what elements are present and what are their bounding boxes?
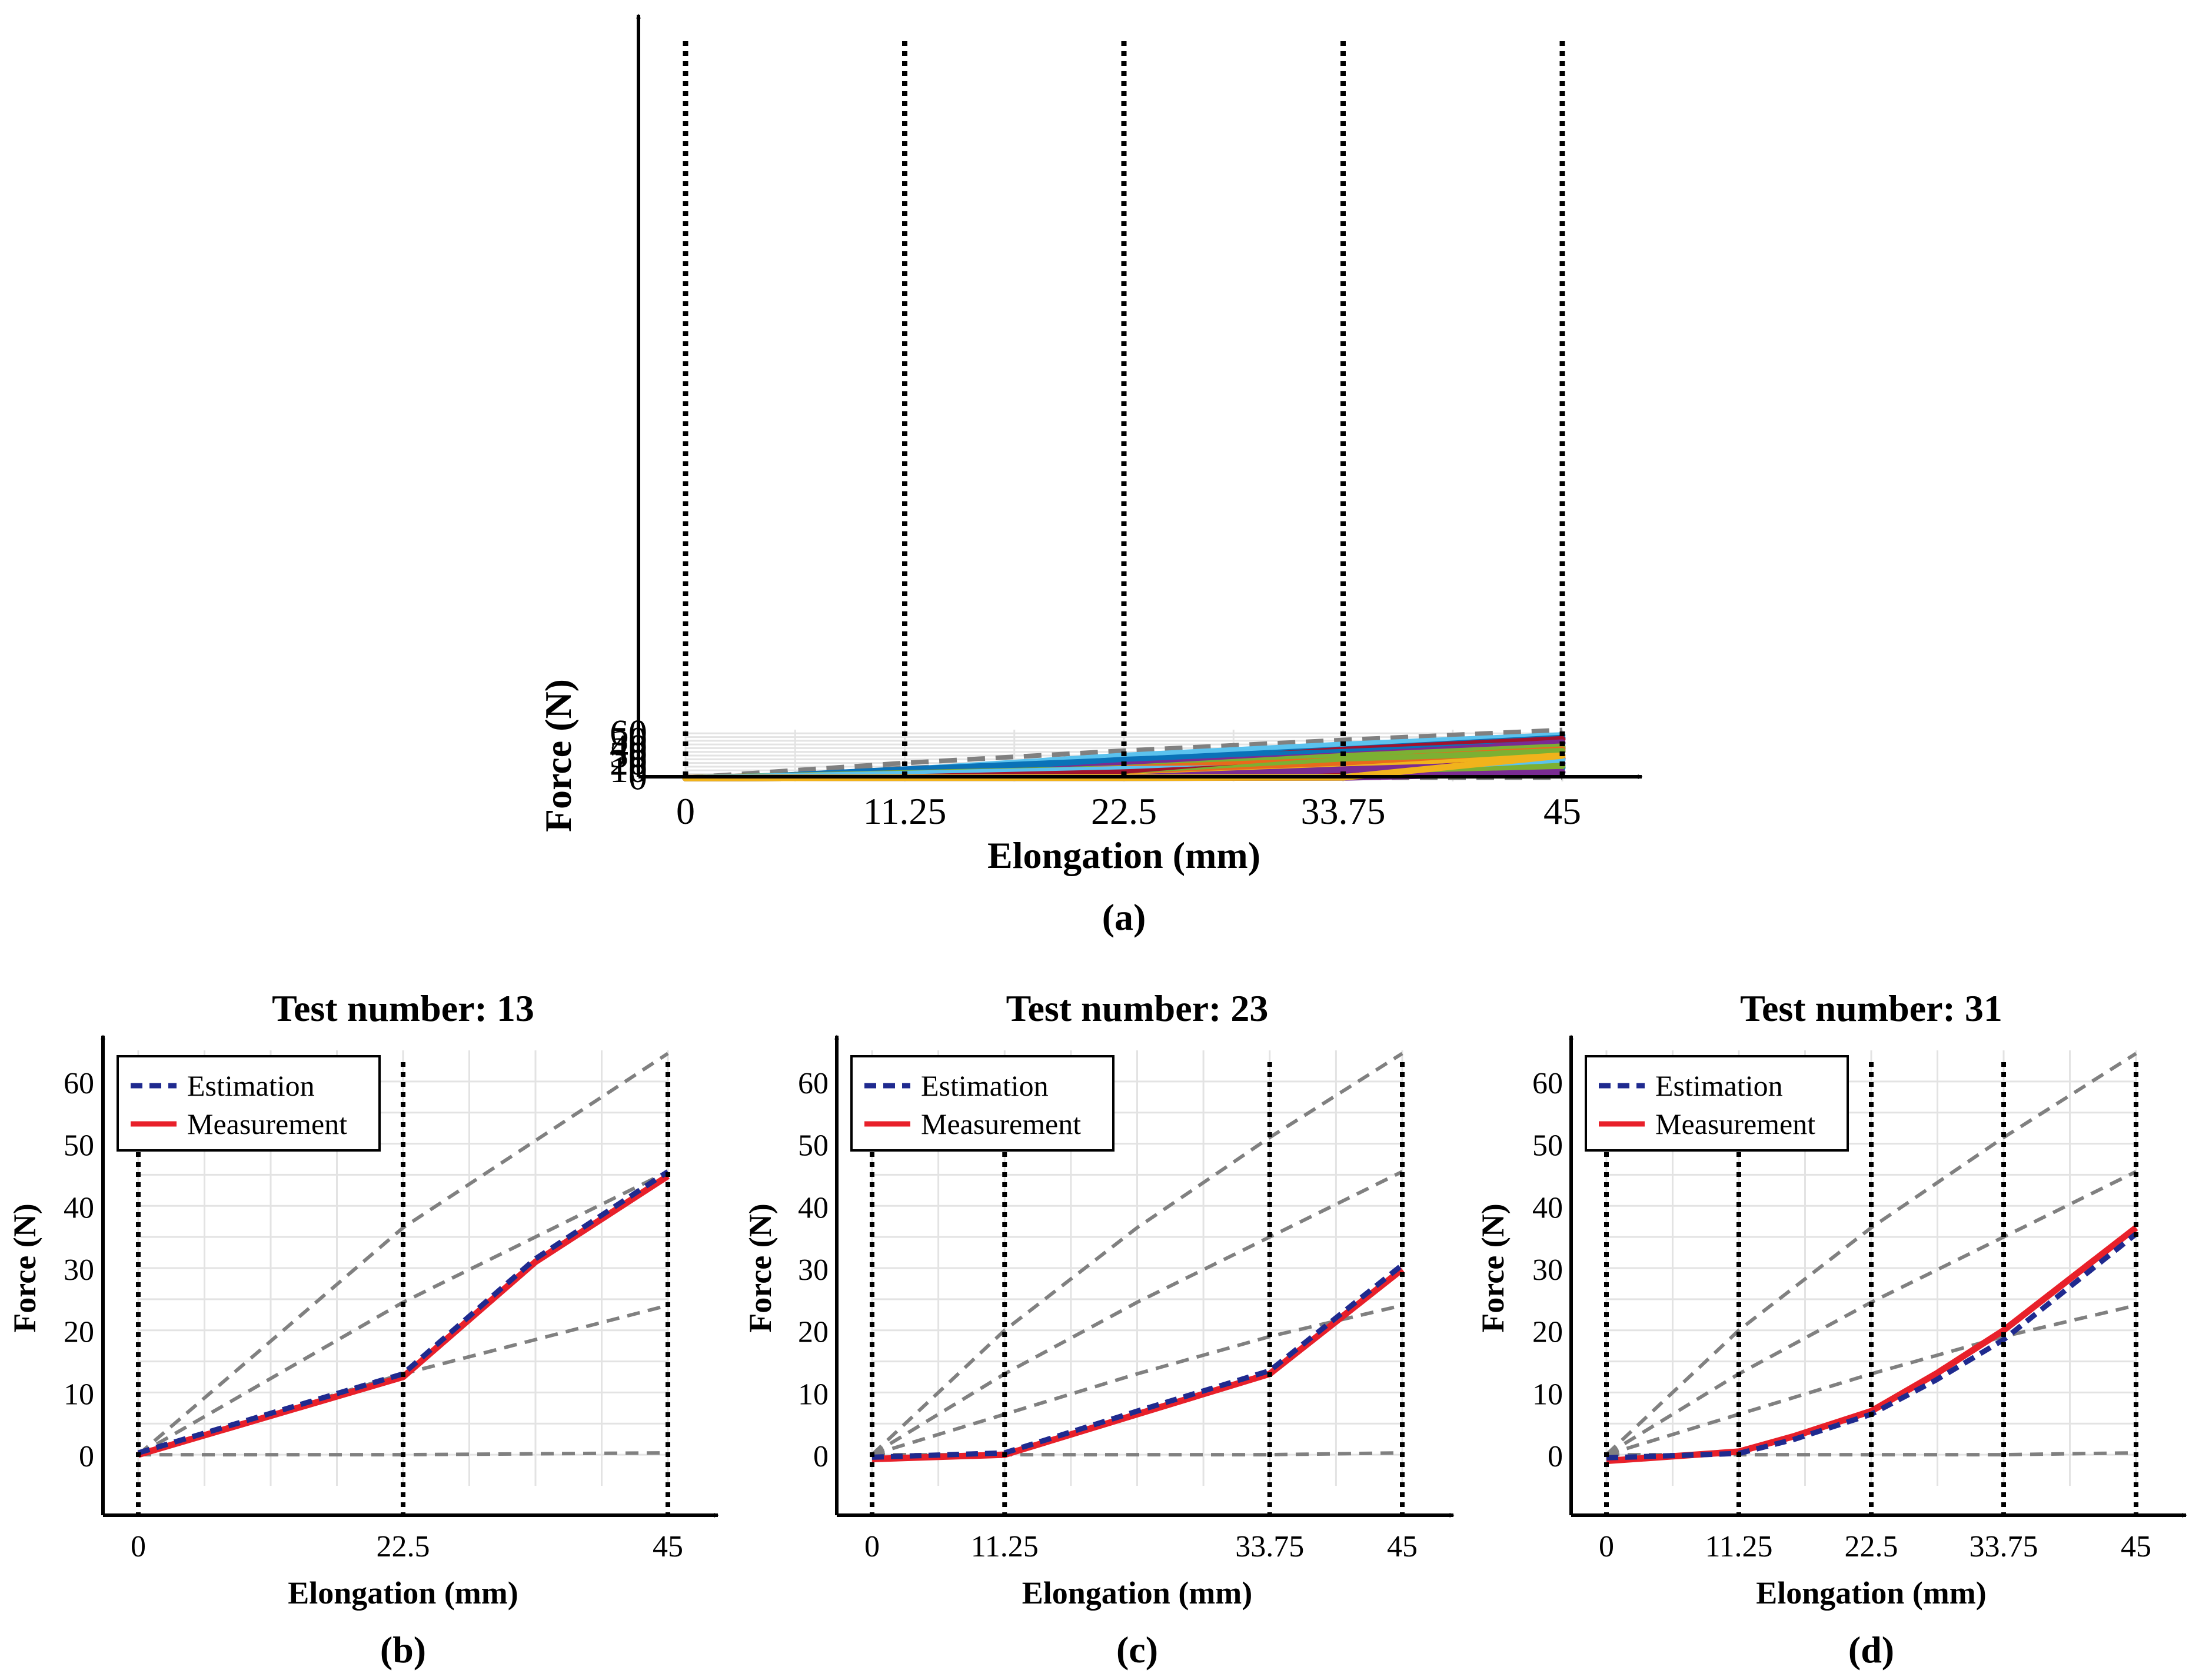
panel-caption: (b)	[380, 1629, 426, 1671]
y-tick-label: 40	[64, 1191, 94, 1225]
x-tick-label: 33.75	[1301, 790, 1386, 832]
legend-measurement-label: Measurement	[921, 1107, 1081, 1140]
y-tick-label: 50	[610, 719, 647, 761]
x-tick-label: 22.5	[377, 1530, 430, 1563]
x-tick-label: 0	[676, 790, 695, 832]
x-tick-label: 33.75	[1970, 1530, 2038, 1563]
x-tick-label: 45	[653, 1530, 683, 1563]
x-axis-label: Elongation (mm)	[1756, 1575, 1987, 1611]
legend-measurement-label: Measurement	[187, 1107, 347, 1140]
chart-d: 0 10 20 30 40 50 60 0 11.25 22.5 33.75 45 Elongation…	[1475, 987, 2187, 1671]
bound-curve	[871, 1170, 1403, 1456]
y-tick-label: 30	[610, 734, 647, 776]
y-tick-label: 20	[64, 1316, 94, 1349]
y-axis-label: Force (N)	[537, 679, 579, 832]
y-axis-label: Force (N)	[743, 1203, 778, 1332]
legend-box	[117, 1055, 381, 1152]
y-tick-label: 20	[610, 741, 647, 783]
x-tick-label: 0	[131, 1530, 146, 1563]
bound-curve	[137, 1052, 669, 1456]
legend-estimation-label: Estimation	[921, 1069, 1049, 1102]
panel-title: Test number: 31	[1740, 987, 2002, 1029]
panel-caption: (d)	[1848, 1629, 1894, 1671]
x-tick-label: 45	[2121, 1530, 2151, 1563]
y-tick-label: 60	[798, 1067, 829, 1100]
y-tick-label: 0	[813, 1440, 829, 1473]
y-tick-label: 10	[64, 1378, 94, 1411]
chart-b: 0 10 20 30 40 50 60 0 22.5 45 Elongation (mm) Force…	[7, 987, 719, 1671]
bound-curve	[870, 1052, 1403, 1456]
y-tick-label: 40	[798, 1191, 829, 1225]
y-tick-label: 20	[1532, 1316, 1563, 1349]
series-measurement	[871, 1266, 1405, 1462]
y-tick-label: 30	[798, 1253, 829, 1287]
x-tick-label: 22.5	[1091, 790, 1157, 832]
panel-caption: (c)	[1116, 1629, 1158, 1671]
legend-box	[850, 1055, 1115, 1152]
y-tick-label: 40	[610, 726, 647, 768]
x-tick-label: 11.25	[971, 1530, 1039, 1563]
bound-curve	[1605, 1052, 2137, 1456]
legend-estimation-label: Estimation	[187, 1069, 315, 1102]
x-tick-label: 11.25	[1705, 1530, 1772, 1563]
x-tick-label: 22.5	[1845, 1530, 1898, 1563]
legend: Estimation Measurement	[1585, 1055, 1849, 1152]
panel-title: Test number: 23	[1006, 987, 1269, 1029]
y-tick-label: 10	[610, 748, 647, 790]
x-tick-label: 45	[1543, 790, 1581, 832]
x-axis-label: Elongation (mm)	[987, 834, 1260, 876]
y-tick-label: 60	[64, 1067, 94, 1100]
x-tick-label: 0	[1599, 1530, 1614, 1563]
legend-estimation-label: Estimation	[1655, 1069, 1783, 1102]
y-tick-label: 10	[1532, 1378, 1563, 1411]
x-tick-label: 11.25	[863, 790, 947, 832]
legend: Estimation Measurement	[117, 1055, 381, 1152]
bound-curve	[871, 1303, 1403, 1456]
y-tick-label: 10	[798, 1378, 829, 1411]
x-axis-label: Elongation (mm)	[288, 1575, 518, 1611]
legend: Estimation Measurement	[850, 1055, 1115, 1152]
series-estimation	[871, 1263, 1404, 1460]
bound-curve	[685, 727, 1563, 780]
x-axis-label: Elongation (mm)	[1022, 1575, 1253, 1611]
y-tick-label: 60	[610, 711, 647, 753]
y-tick-label: 0	[628, 756, 647, 798]
x-tick-label: 0	[864, 1530, 880, 1563]
y-axis-label: Force (N)	[1475, 1203, 1511, 1332]
panel-title: Test number: 13	[272, 987, 534, 1029]
y-tick-label: 0	[1548, 1440, 1563, 1473]
legend-box	[1585, 1055, 1849, 1152]
series-estimation	[137, 1169, 670, 1456]
y-tick-label: 50	[798, 1129, 829, 1163]
x-tick-label: 33.75	[1235, 1530, 1304, 1563]
y-tick-label: 0	[79, 1440, 94, 1473]
y-tick-label: 20	[798, 1316, 829, 1349]
panel-caption: (a)	[1102, 896, 1146, 938]
x-tick-label: 45	[1387, 1530, 1418, 1563]
y-tick-label: 40	[1532, 1191, 1563, 1225]
chart-c: 0 10 20 30 40 50 60 0 11.25 33.75 45 Elongation (mm…	[743, 987, 1455, 1671]
y-tick-label: 50	[64, 1129, 94, 1163]
legend-measurement-label: Measurement	[1655, 1107, 1815, 1140]
y-axis-label: Force (N)	[7, 1203, 42, 1332]
y-tick-label: 60	[1532, 1067, 1563, 1100]
y-tick-label: 50	[1532, 1129, 1563, 1163]
y-tick-label: 30	[64, 1253, 94, 1287]
y-tick-label: 30	[1532, 1253, 1563, 1287]
